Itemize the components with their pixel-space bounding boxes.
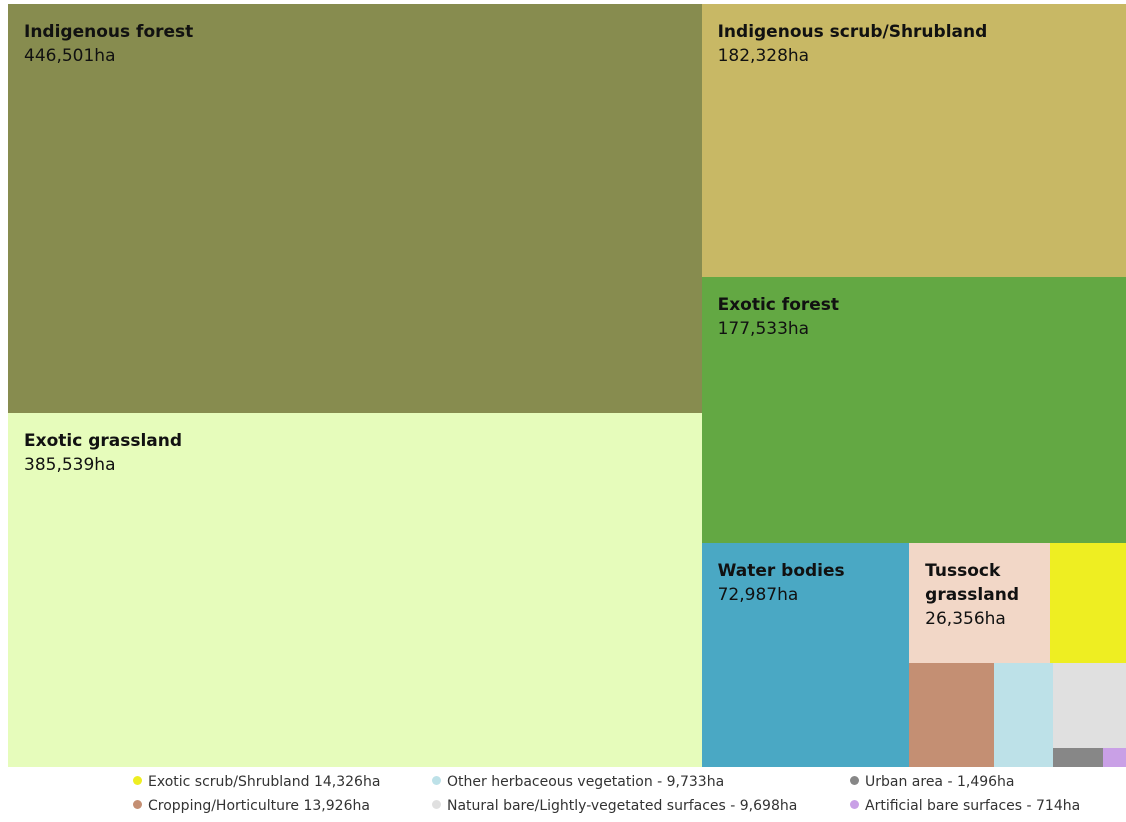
legend-item: Natural bare/Lightly-vegetated surfaces … (432, 798, 797, 814)
legend-swatch (432, 776, 441, 785)
cell-name: Exotic forest (717, 295, 840, 316)
treemap-cell (1053, 662, 1126, 748)
legend-label: Other herbaceous vegetation - 9,733ha (447, 774, 725, 790)
cell-value: 385,539ha (24, 455, 116, 476)
treemap-cell (909, 662, 995, 767)
cell-name: Exotic grassland (24, 431, 183, 452)
treemap-cell (994, 662, 1054, 767)
legend-label: Urban area - 1,496ha (865, 774, 1015, 790)
treemap-cell (1049, 543, 1126, 663)
treemap-cell: Indigenous forest 446,501ha (8, 4, 702, 414)
treemap-cell: Water bodies 72,987ha (701, 543, 910, 767)
cell-value: 72,987ha (717, 585, 799, 606)
cell-name: Indigenous scrub/Shrubland (717, 22, 988, 42)
treemap-cell: Tussock grassland 26,356ha (909, 543, 1050, 663)
legend-label: Natural bare/Lightly-vegetated surfaces … (447, 798, 798, 814)
legend-swatch (133, 800, 142, 809)
cell-name: Water bodies (717, 561, 845, 582)
legend-item: Cropping/Horticulture 13,926ha (133, 798, 370, 814)
cell-name: Tussock grassland (925, 561, 1019, 606)
treemap-cell (1102, 747, 1126, 767)
treemap-cell: Exotic grassland 385,539ha (8, 413, 702, 767)
legend-item: Artificial bare surfaces - 714ha (850, 798, 1080, 814)
cell-value: 26,356ha (925, 609, 1006, 630)
treemap-cell (1053, 747, 1103, 767)
treemap-cell: Indigenous scrub/Shrubland 182,328ha (701, 4, 1126, 278)
legend-item: Urban area - 1,496ha (850, 774, 1015, 790)
legend-item: Exotic scrub/Shrubland 14,326ha (133, 774, 380, 790)
cell-value: 446,501ha (24, 46, 116, 66)
cell-value: 177,533ha (717, 319, 810, 340)
legend-item: Other herbaceous vegetation - 9,733ha (432, 774, 724, 790)
legend-swatch (432, 800, 441, 809)
legend-swatch (133, 776, 142, 785)
legend-swatch (850, 776, 859, 785)
legend-label: Artificial bare surfaces - 714ha (865, 798, 1081, 814)
cell-name: Indigenous forest (24, 22, 194, 42)
legend-label: Exotic scrub/Shrubland 14,326ha (148, 774, 381, 790)
legend-label: Cropping/Horticulture 13,926ha (148, 798, 370, 814)
legend-swatch (850, 800, 859, 809)
cell-value: 182,328ha (717, 46, 810, 66)
treemap-cell: Exotic forest 177,533ha (701, 277, 1126, 544)
